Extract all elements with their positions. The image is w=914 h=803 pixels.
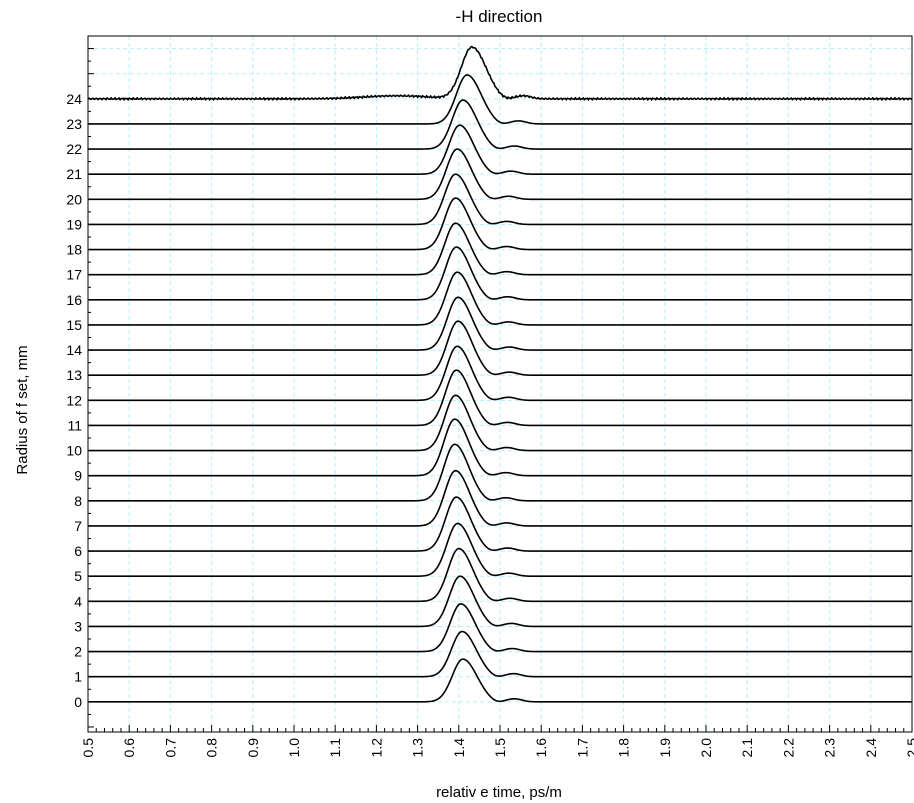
x-tick-label: 1.5	[492, 738, 508, 758]
x-tick-label: 2.2	[780, 738, 796, 758]
x-tick-label: 1.3	[410, 738, 426, 758]
x-tick-label: 0.6	[121, 738, 137, 758]
y-tick-label: 15	[66, 317, 82, 333]
x-tick-label: 0.5	[80, 738, 96, 758]
x-tick-label: 2.0	[698, 738, 714, 758]
series-line-22	[88, 99, 912, 150]
y-tick-label: 8	[74, 493, 82, 509]
series-line-13	[88, 320, 912, 377]
series-line-18	[88, 197, 912, 251]
x-tick-label: 2.3	[822, 738, 838, 758]
y-tick-label: 24	[66, 91, 82, 107]
series-line-19	[88, 173, 912, 226]
y-tick-label: 16	[66, 292, 82, 308]
y-tick-label: 5	[74, 568, 82, 584]
y-axis-label: Radius of f set, mm	[14, 345, 31, 474]
x-tick-label: 1.0	[286, 738, 302, 758]
grid	[87, 36, 913, 732]
y-tick-label: 13	[66, 367, 82, 383]
y-tick-label: 21	[66, 166, 82, 182]
series-line-15	[88, 271, 912, 326]
x-tick-label: 1.9	[657, 738, 673, 758]
x-axis-label: relativ e time, ps/m	[436, 784, 562, 801]
y-tick-label: 3	[74, 618, 82, 634]
x-tick-label: 2.1	[739, 738, 755, 758]
x-tick-label: 0.7	[162, 738, 178, 758]
y-tick-label: 18	[66, 242, 82, 258]
series-line-17	[88, 222, 912, 276]
y-tick-label: 1	[74, 669, 82, 685]
x-tick-label: 1.6	[533, 738, 549, 758]
x-tick-label: 1.2	[368, 738, 384, 758]
y-tick-label: 23	[66, 116, 82, 132]
x-tick-label: 1.4	[451, 738, 467, 758]
y-tick-label: 19	[66, 216, 82, 232]
series-line-12	[88, 345, 912, 402]
chart-title: -H direction	[456, 7, 543, 26]
series-line-0	[88, 658, 912, 703]
y-tick-label: 20	[66, 191, 82, 207]
series-line-3	[88, 575, 912, 628]
x-tick-label: 1.8	[616, 738, 632, 758]
x-tick-label: 1.7	[574, 738, 590, 758]
series-line-24	[87, 45, 913, 101]
y-tick-label: 10	[66, 443, 82, 459]
y-tick-label: 22	[66, 141, 82, 157]
y-tick-label: 17	[66, 267, 82, 283]
series-line-10	[88, 394, 912, 452]
series-line-1	[88, 630, 912, 678]
y-tick-label: 12	[66, 392, 82, 408]
series-line-23	[88, 74, 912, 125]
series-line-6	[88, 496, 912, 552]
x-tick-labels: 0.5 0.6 0.7 0.8 0.9 1.0 1.1 1.2 1.3 1.4 1.5 1.6 1.7 1…	[80, 738, 914, 758]
series-line-16	[88, 246, 912, 301]
series-line-5	[88, 522, 912, 578]
series-line-7	[88, 469, 912, 527]
y-tick-label: 4	[74, 593, 82, 609]
y-tick-label: 2	[74, 644, 82, 660]
y-tick-label: 11	[67, 417, 82, 433]
series-line-8	[88, 443, 912, 502]
series-line-21	[88, 124, 912, 175]
series-line-2	[88, 603, 912, 653]
y-tick-label: 0	[74, 694, 82, 710]
series-group	[87, 45, 913, 703]
x-tick-label: 2.5	[904, 738, 914, 758]
series-line-4	[88, 547, 912, 603]
x-tick-label: 0.9	[245, 738, 261, 758]
y-tick-label: 6	[74, 543, 82, 559]
series-line-14	[88, 296, 912, 351]
series-line-11	[88, 369, 912, 427]
x-tick-label: 2.4	[863, 738, 879, 758]
y-tick-label: 7	[74, 518, 82, 534]
x-tick-label: 1.1	[327, 738, 343, 758]
series-line-9	[88, 418, 912, 477]
y-tick-label: 9	[74, 468, 82, 484]
series-line-20	[88, 148, 912, 201]
y-tick-label: 14	[66, 342, 82, 358]
x-tick-label: 0.8	[204, 738, 220, 758]
